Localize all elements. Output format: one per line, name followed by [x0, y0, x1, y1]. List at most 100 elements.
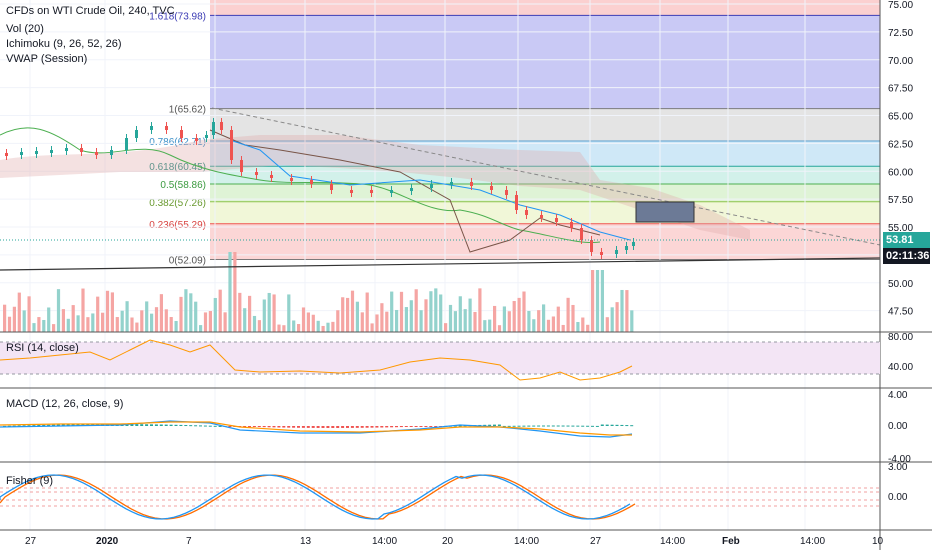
- volume-bar: [414, 289, 418, 332]
- volume-bar: [145, 301, 149, 332]
- fisher-axis-label: 0.00: [888, 492, 908, 503]
- macd-histogram-bar: [12, 425, 16, 427]
- volume-bar: [110, 292, 114, 332]
- macd-histogram-bar: [301, 426, 305, 428]
- price-axis-label: 67.50: [888, 84, 913, 95]
- candle-body: [135, 130, 138, 138]
- price-axis-label: 65.00: [888, 112, 913, 123]
- fisher-line: [0, 474, 631, 520]
- fib-label: 1(65.62): [169, 105, 206, 116]
- rsi-label: RSI (14, close): [6, 342, 79, 354]
- symbol-title[interactable]: CFDs on WTI Crude Oil, 240, TVC: [6, 5, 175, 17]
- volume-bar: [248, 295, 252, 332]
- candle-body: [490, 186, 493, 190]
- fib-label: 0.236(55.29): [149, 220, 206, 231]
- volume-bar: [365, 292, 369, 332]
- countdown-tag: 02:11:36: [883, 248, 930, 264]
- volume-bar: [478, 288, 482, 332]
- macd-histogram-bar: [184, 425, 188, 427]
- macd-histogram-bar: [556, 425, 560, 427]
- macd-histogram-bar: [375, 426, 379, 428]
- volume-bar: [164, 309, 168, 332]
- macd-histogram-bar: [306, 426, 310, 428]
- volume-bar: [12, 306, 16, 332]
- volume-bar: [96, 296, 100, 332]
- volume-bar: [591, 270, 595, 332]
- volume-bar: [159, 294, 163, 332]
- price-axis-label: 72.50: [888, 28, 913, 39]
- candle-body: [195, 138, 198, 141]
- time-axis-label: 7: [186, 536, 192, 547]
- macd-histogram-bar: [311, 426, 315, 428]
- time-axis-label: 14:00: [800, 536, 825, 547]
- candle-body: [470, 182, 473, 186]
- macd-histogram-bar: [586, 425, 590, 427]
- macd-label: MACD (12, 26, close, 9): [6, 398, 123, 410]
- macd-histogram-bar: [282, 426, 286, 428]
- macd-histogram-bar: [399, 426, 403, 428]
- indicator-vwap[interactable]: VWAP (Session): [6, 53, 88, 65]
- volume-bar: [605, 317, 609, 332]
- macd-histogram-bar: [346, 426, 349, 428]
- volume-bar: [91, 313, 95, 332]
- candle-body: [625, 246, 628, 250]
- volume-bar: [52, 324, 56, 332]
- macd-histogram-bar: [336, 426, 340, 428]
- time-axis-label: 14:00: [660, 536, 685, 547]
- macd-histogram-bar: [517, 425, 521, 427]
- volume-bar: [105, 290, 110, 332]
- volume-bar: [453, 311, 457, 332]
- volume-bar: [218, 289, 222, 332]
- volume-bar: [179, 296, 183, 332]
- macd-histogram-bar: [189, 425, 193, 427]
- volume-bar: [512, 301, 516, 332]
- volume-bar: [189, 293, 193, 332]
- volume-bar: [532, 319, 536, 332]
- ichimoku-cloud: [0, 135, 750, 240]
- macd-histogram-bar: [194, 425, 198, 427]
- price-axis-label: 50.00: [888, 279, 913, 290]
- volume-bar: [194, 301, 198, 332]
- indicator-vol[interactable]: Vol (20): [6, 23, 44, 35]
- volume-bar: [76, 315, 80, 332]
- macd-signal-line: [0, 421, 632, 436]
- volume-bar: [277, 324, 281, 332]
- macd-histogram-bar: [532, 425, 536, 427]
- macd-histogram-bar: [262, 426, 266, 428]
- volume-bar: [390, 291, 394, 332]
- volume-bar: [115, 317, 119, 332]
- volume-bar: [140, 310, 144, 332]
- volume-bar: [595, 270, 600, 332]
- macd-histogram-bar: [199, 425, 202, 427]
- indicator-ichimoku[interactable]: Ichimoku (9, 26, 52, 26): [6, 38, 122, 50]
- candle-body: [125, 138, 128, 150]
- volume-bar: [306, 312, 310, 332]
- volume-bar: [380, 303, 384, 332]
- macd-histogram-bar: [37, 424, 41, 426]
- volume-bar: [493, 305, 497, 332]
- macd-histogram-bar: [66, 424, 70, 426]
- candle-body: [5, 153, 8, 156]
- macd-histogram-bar: [355, 426, 359, 428]
- candle-body: [515, 195, 518, 210]
- volume-bar: [297, 324, 301, 332]
- macd-histogram-bar: [228, 426, 232, 427]
- candle-body: [370, 190, 373, 193]
- volume-bar: [267, 292, 271, 332]
- volume-bar: [355, 301, 359, 332]
- volume-bar: [174, 320, 178, 332]
- fib-zone-top: [210, 0, 880, 16]
- volume-bar: [404, 307, 408, 332]
- fib-zone: [210, 201, 880, 224]
- macd-axis-label: 0.00: [888, 421, 908, 432]
- macd-histogram-bar: [483, 424, 487, 426]
- volume-bar: [395, 309, 399, 332]
- volume-bar: [610, 307, 614, 332]
- volume-bar: [537, 310, 541, 332]
- macd-histogram-bar: [458, 425, 462, 427]
- candle-body: [410, 188, 413, 191]
- macd-histogram-bar: [581, 425, 585, 427]
- volume-bar: [292, 320, 296, 332]
- macd-histogram-bar: [218, 425, 222, 427]
